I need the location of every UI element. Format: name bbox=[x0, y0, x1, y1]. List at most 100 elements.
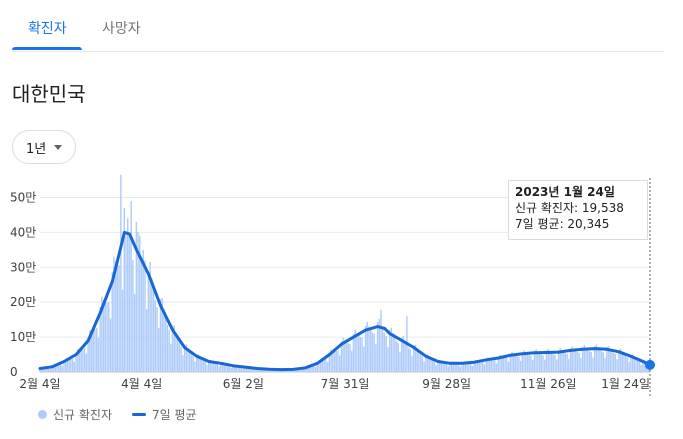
daily-case-bar bbox=[123, 207, 125, 372]
daily-case-bar bbox=[140, 262, 143, 372]
daily-case-bar bbox=[606, 347, 608, 372]
daily-case-bar bbox=[109, 318, 112, 372]
daily-case-bar bbox=[85, 353, 88, 372]
daily-case-bar bbox=[351, 350, 353, 372]
daily-case-bar bbox=[471, 366, 474, 372]
daily-case-bar bbox=[59, 364, 62, 372]
daily-case-bar bbox=[340, 341, 343, 372]
daily-case-bar bbox=[630, 354, 632, 372]
daily-case-bar bbox=[459, 366, 462, 372]
daily-case-bar bbox=[468, 363, 470, 372]
tab-confirmed[interactable]: 확진자 bbox=[28, 21, 67, 37]
region-title: 대한민국 bbox=[12, 82, 86, 106]
daily-case-bar bbox=[182, 355, 184, 372]
daily-case-bar bbox=[438, 359, 441, 372]
daily-case-bar bbox=[96, 327, 98, 372]
daily-case-bar bbox=[164, 317, 167, 372]
daily-case-bar bbox=[233, 364, 236, 372]
daily-case-bar bbox=[492, 360, 494, 372]
daily-case-bar bbox=[421, 356, 424, 372]
daily-case-bar bbox=[66, 358, 69, 372]
daily-case-bar bbox=[616, 359, 618, 372]
daily-case-bar bbox=[70, 358, 72, 372]
daily-case-bar bbox=[457, 364, 460, 372]
daily-case-bar bbox=[387, 347, 389, 372]
daily-case-bar bbox=[245, 366, 248, 372]
daily-case-bar bbox=[249, 367, 251, 372]
daily-case-bar bbox=[349, 343, 351, 372]
daily-case-bar bbox=[78, 349, 81, 372]
daily-case-bar bbox=[166, 324, 169, 372]
daily-case-bar bbox=[552, 354, 555, 372]
daily-case-bar bbox=[388, 329, 391, 372]
daily-case-bar bbox=[137, 231, 139, 372]
daily-case-bar bbox=[159, 299, 162, 372]
daily-case-bar bbox=[63, 360, 65, 372]
daily-case-bar bbox=[581, 347, 584, 372]
active-tab-indicator bbox=[12, 47, 82, 50]
daily-case-bar bbox=[175, 332, 177, 372]
daily-case-bar bbox=[497, 356, 499, 372]
daily-case-bar bbox=[461, 362, 463, 372]
daily-case-bar bbox=[120, 174, 122, 372]
daily-case-bar bbox=[597, 347, 599, 372]
daily-case-bar bbox=[618, 349, 620, 372]
daily-case-bar bbox=[206, 365, 208, 372]
daily-case-bar bbox=[328, 352, 331, 372]
daily-case-bar bbox=[487, 357, 489, 372]
daily-case-bar bbox=[452, 362, 455, 372]
daily-case-bar bbox=[590, 352, 592, 372]
daily-case-bar bbox=[369, 329, 372, 372]
tab-deaths[interactable]: 사망자 bbox=[102, 21, 141, 37]
daily-case-bar bbox=[623, 354, 625, 372]
daily-case-bar bbox=[261, 368, 263, 372]
daily-case-bar bbox=[190, 354, 193, 372]
daily-case-bar bbox=[480, 361, 482, 372]
daily-case-bar bbox=[168, 329, 170, 372]
daily-case-bar bbox=[476, 360, 479, 372]
daily-case-bar bbox=[330, 349, 332, 372]
daily-case-bar bbox=[92, 329, 94, 372]
daily-case-bar bbox=[235, 365, 237, 372]
daily-case-bar bbox=[519, 360, 522, 372]
x-tick-label: 6월 2일 bbox=[223, 377, 264, 391]
x-tick-label: 7월 31일 bbox=[321, 377, 370, 391]
daily-case-bar bbox=[413, 345, 415, 372]
daily-case-bar bbox=[192, 356, 194, 372]
daily-case-bar bbox=[504, 357, 506, 372]
daily-case-bar bbox=[466, 363, 468, 372]
daily-case-bar bbox=[139, 235, 141, 372]
hover-point[interactable] bbox=[645, 359, 655, 370]
daily-case-bar bbox=[183, 345, 186, 372]
daily-case-bar bbox=[481, 362, 484, 372]
line-legend-swatch bbox=[132, 413, 147, 416]
daily-case-bar bbox=[345, 341, 348, 372]
daily-case-bar bbox=[537, 351, 539, 372]
daily-case-bar bbox=[90, 330, 93, 372]
daily-case-bar bbox=[380, 309, 382, 372]
daily-case-bar bbox=[347, 343, 350, 372]
daily-case-bar bbox=[643, 360, 646, 372]
daily-case-bar bbox=[87, 337, 89, 372]
daily-case-bar bbox=[237, 366, 239, 372]
daily-case-bar bbox=[513, 353, 515, 372]
daily-case-bar bbox=[89, 330, 91, 372]
daily-case-bar bbox=[251, 368, 253, 372]
daily-case-bar bbox=[469, 363, 472, 372]
range-dropdown[interactable]: 1년 bbox=[12, 130, 76, 164]
daily-case-bar bbox=[642, 360, 644, 372]
daily-case-bar bbox=[619, 348, 622, 372]
daily-case-bar bbox=[223, 363, 225, 372]
daily-case-bar bbox=[54, 364, 57, 372]
daily-case-bar bbox=[225, 364, 227, 372]
y-tick-label: 0 bbox=[10, 365, 18, 379]
daily-case-bar bbox=[302, 369, 305, 372]
tab-bar: 확진자 사망자 bbox=[12, 0, 664, 52]
daily-case-bar bbox=[419, 354, 422, 372]
daily-case-bar bbox=[576, 351, 579, 372]
daily-case-bar bbox=[176, 338, 179, 372]
daily-case-bar bbox=[444, 363, 446, 372]
tooltip-date: 2023년 1월 24일 bbox=[515, 185, 615, 199]
daily-case-bar bbox=[121, 289, 124, 372]
daily-case-bar bbox=[158, 328, 160, 372]
